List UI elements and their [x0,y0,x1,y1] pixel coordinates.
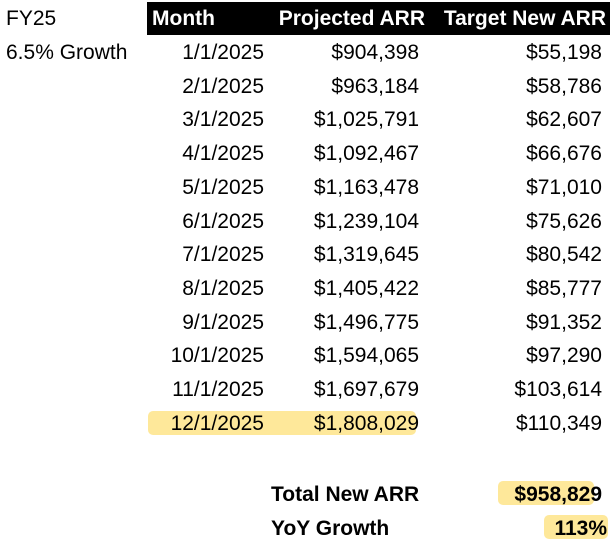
month-cell: 8/1/2025 [182,277,264,300]
month-cell: 1/1/2025 [182,41,264,64]
month-cell: 11/1/2025 [172,378,264,401]
projected-arr-cell: $1,808,029 [313,412,419,435]
month-cell: 6/1/2025 [182,210,264,233]
month-cell: 9/1/2025 [182,311,264,334]
projected-arr-cell: $1,697,679 [313,378,419,401]
total-new-arr-value: $958,829 [514,483,602,506]
month-cell: 5/1/2025 [182,176,264,199]
fiscal-year-label: FY25 [6,7,57,30]
header-target-new-arr: Target New ARR [429,2,610,35]
target-new-arr-cell: $91,352 [526,311,602,334]
header-month: Month [147,2,267,35]
month-cell: 4/1/2025 [182,142,264,165]
projected-arr-cell: $1,025,791 [313,108,419,131]
target-new-arr-cell: $103,614 [514,378,602,401]
total-new-arr-label: Total New ARR [271,483,420,506]
growth-rate-label: 6.5% Growth [6,41,128,64]
target-new-arr-cell: $80,542 [526,243,602,266]
projected-arr-cell: $1,319,645 [313,243,419,266]
target-new-arr-cell: $62,607 [526,108,602,131]
projected-arr-cell: $1,163,478 [313,176,419,199]
target-new-arr-cell: $75,626 [526,210,602,233]
yoy-growth-value: 113% [554,517,607,540]
month-cell: 2/1/2025 [182,75,264,98]
projected-arr-cell: $1,239,104 [313,210,419,233]
month-cell: 3/1/2025 [182,108,264,131]
header-projected-arr: Projected ARR [267,2,429,35]
projected-arr-cell: $963,184 [331,75,419,98]
highlight-yoy-value [544,515,608,539]
projected-arr-cell: $1,594,065 [313,344,419,367]
highlight-total-value [498,481,594,505]
target-new-arr-cell: $66,676 [526,142,602,165]
projected-arr-cell: $1,496,775 [313,311,419,334]
month-cell: 10/1/2025 [170,344,264,367]
highlight-december-row [148,411,416,435]
target-new-arr-cell: $55,198 [526,41,602,64]
target-new-arr-cell: $85,777 [526,277,602,300]
target-new-arr-cell: $71,010 [526,176,602,199]
target-new-arr-cell: $110,349 [515,412,602,435]
target-new-arr-cell: $97,290 [526,344,602,367]
month-cell: 7/1/2025 [182,243,264,266]
projected-arr-cell: $904,398 [331,41,419,64]
target-new-arr-cell: $58,786 [526,75,602,98]
month-cell: 12/1/2025 [170,412,264,435]
projected-arr-cell: $1,405,422 [313,277,419,300]
projected-arr-cell: $1,092,467 [313,142,419,165]
yoy-growth-label: YoY Growth [271,517,390,540]
